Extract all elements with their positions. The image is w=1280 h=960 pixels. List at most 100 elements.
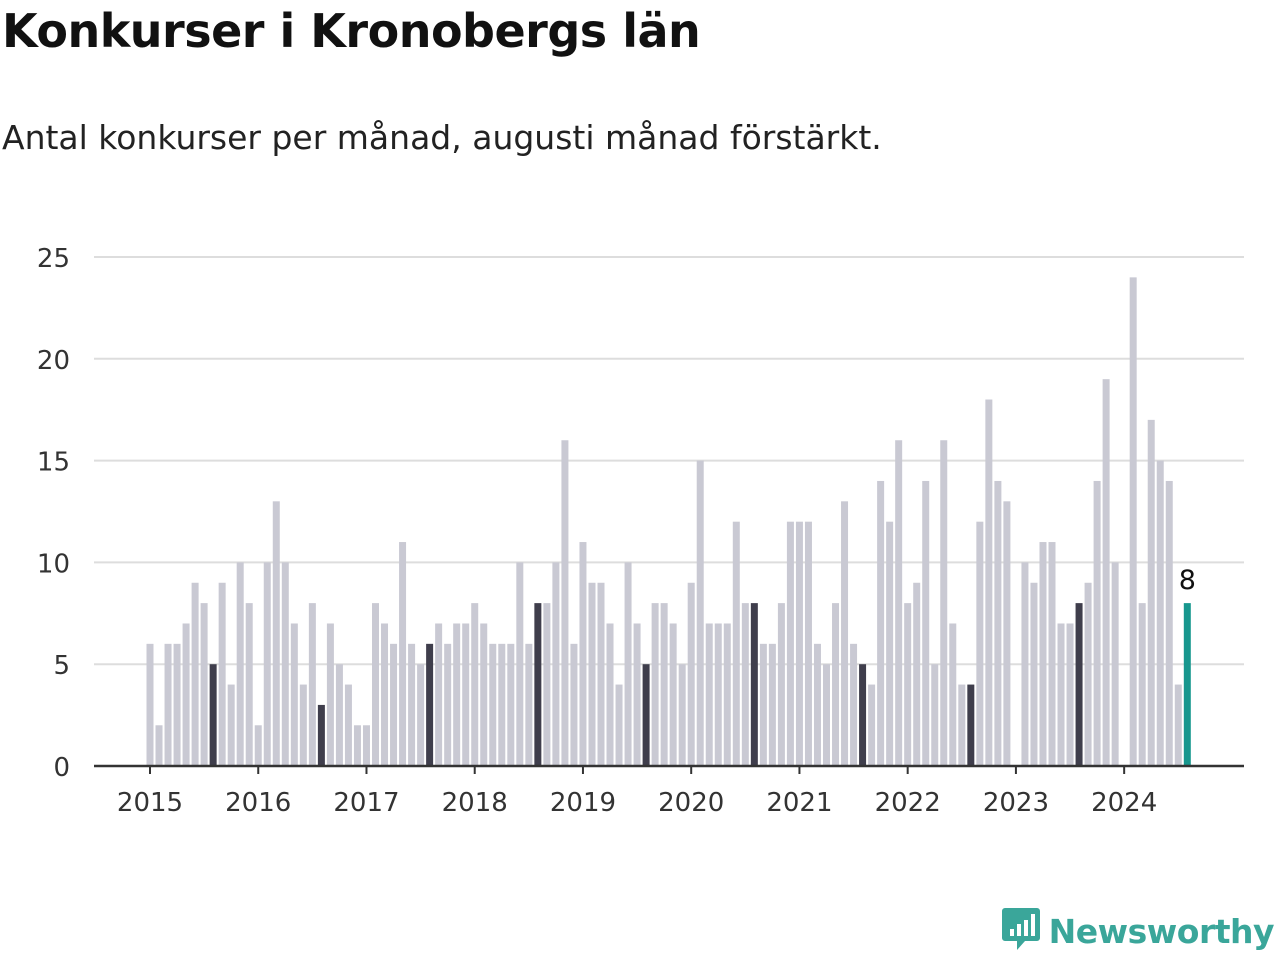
bar bbox=[1147, 419, 1155, 766]
bar bbox=[173, 643, 181, 766]
bar bbox=[236, 562, 244, 766]
bar bbox=[777, 603, 785, 766]
bar bbox=[615, 684, 623, 766]
bar bbox=[823, 664, 830, 766]
bar bbox=[841, 501, 849, 766]
bar bbox=[1156, 460, 1164, 766]
bar bbox=[1030, 582, 1038, 766]
bar bbox=[254, 725, 262, 766]
bar bbox=[651, 603, 659, 766]
bar bbox=[967, 684, 975, 766]
bar bbox=[200, 603, 208, 766]
bar bbox=[362, 725, 370, 766]
bar bbox=[218, 582, 226, 766]
bar bbox=[1084, 582, 1092, 766]
bar bbox=[408, 643, 416, 766]
x-tick-label: 2018 bbox=[442, 788, 508, 818]
bar bbox=[426, 643, 434, 766]
chart-title: Konkurser i Kronobergs län bbox=[2, 4, 701, 58]
bar bbox=[994, 480, 1002, 766]
bar bbox=[940, 440, 948, 766]
bar bbox=[164, 643, 172, 766]
bar bbox=[227, 684, 235, 766]
bar bbox=[191, 582, 199, 766]
bar bbox=[976, 521, 984, 766]
bar bbox=[1003, 501, 1011, 766]
bar bbox=[453, 623, 461, 766]
bar bbox=[723, 623, 731, 766]
bar bbox=[750, 603, 758, 766]
bar bbox=[597, 582, 605, 766]
bar bbox=[732, 521, 740, 766]
bar bbox=[281, 562, 289, 766]
x-tick-label: 2015 bbox=[117, 788, 183, 818]
bar bbox=[489, 643, 497, 766]
last-value-label: 8 bbox=[1179, 565, 1196, 596]
bar bbox=[146, 643, 154, 766]
bar bbox=[1165, 480, 1173, 766]
bar bbox=[804, 521, 812, 766]
bar bbox=[507, 643, 515, 766]
axes bbox=[94, 764, 1244, 774]
bar bbox=[390, 643, 398, 766]
bar bbox=[335, 664, 343, 766]
bar bbox=[904, 603, 912, 766]
bar bbox=[795, 521, 803, 766]
x-tick-label: 2023 bbox=[983, 788, 1049, 818]
bar bbox=[895, 440, 903, 766]
x-tick-label: 2020 bbox=[658, 788, 724, 818]
bar bbox=[299, 684, 307, 766]
bar bbox=[498, 643, 506, 766]
bar bbox=[660, 603, 668, 766]
bar bbox=[245, 603, 253, 766]
y-tick-label: 5 bbox=[53, 651, 70, 681]
y-tick-label: 0 bbox=[53, 753, 70, 783]
bars bbox=[146, 277, 1191, 766]
y-tick-label: 10 bbox=[37, 549, 70, 579]
bar bbox=[868, 684, 876, 766]
bar bbox=[813, 643, 821, 766]
bar bbox=[1048, 542, 1056, 766]
bar bbox=[958, 684, 966, 766]
bar bbox=[462, 623, 470, 766]
bar bbox=[1039, 542, 1047, 766]
bar bbox=[877, 480, 885, 766]
bar bbox=[1102, 379, 1110, 766]
bar bbox=[326, 623, 334, 766]
bar bbox=[696, 460, 704, 766]
bar bbox=[832, 603, 840, 766]
chart-subtitle: Antal konkurser per månad, augusti månad… bbox=[2, 118, 882, 157]
y-tick-label: 25 bbox=[37, 244, 70, 274]
bar bbox=[272, 501, 280, 766]
bar bbox=[435, 623, 443, 766]
bar bbox=[705, 623, 713, 766]
bar bbox=[949, 623, 957, 766]
newsworthy-logo[interactable]: Newsworthy bbox=[1001, 906, 1275, 956]
bar bbox=[1111, 562, 1119, 766]
bar bbox=[624, 562, 632, 766]
bar bbox=[552, 562, 560, 766]
bar bbox=[1057, 623, 1065, 766]
bar bbox=[642, 664, 650, 766]
bar bbox=[1129, 277, 1137, 766]
bar bbox=[317, 704, 325, 766]
bar bbox=[687, 582, 695, 766]
bar bbox=[561, 440, 569, 766]
x-tick-label: 2022 bbox=[875, 788, 941, 818]
bar bbox=[263, 562, 271, 766]
bar bbox=[353, 725, 361, 766]
bar bbox=[516, 562, 524, 766]
bar bbox=[1183, 603, 1191, 766]
bar bbox=[850, 643, 858, 766]
y-tick-label: 15 bbox=[37, 448, 70, 478]
x-tick-label: 2019 bbox=[550, 788, 616, 818]
bar bbox=[768, 643, 776, 766]
bar bbox=[543, 603, 551, 766]
newsworthy-logo-icon bbox=[1001, 906, 1041, 956]
bar bbox=[859, 664, 867, 766]
bar bbox=[480, 623, 488, 766]
bar bbox=[985, 399, 993, 766]
bar bbox=[534, 603, 542, 766]
bar bbox=[741, 603, 749, 766]
bar bbox=[525, 643, 533, 766]
